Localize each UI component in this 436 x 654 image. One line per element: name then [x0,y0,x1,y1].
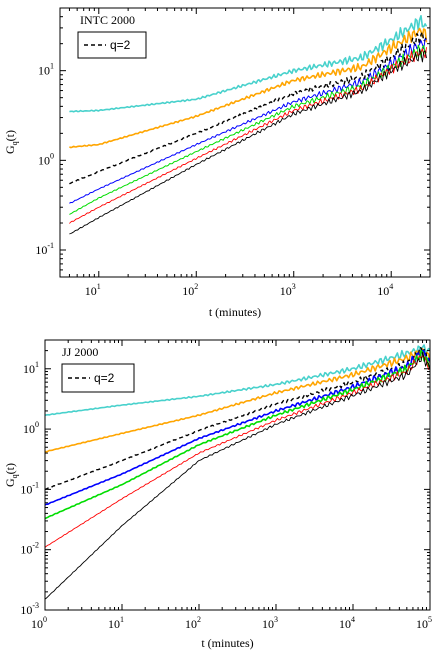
y-axis-label: Gq(t) [3,130,19,154]
x-tick-label: 102 [185,615,201,631]
series-line [69,15,428,113]
series-line [69,38,427,204]
x-axis-label: t (minutes) [209,305,261,319]
legend-label: q=2 [110,38,131,52]
y-tick-label: 100 [38,151,54,167]
series-group [69,15,428,235]
series-line [69,48,427,235]
chart-panel-1: 101 102 103 104 10-1 100 101 t (minutes) Gq(t) IN… [3,7,431,319]
x-axis-label: t (minutes) [201,636,253,650]
series-line [45,351,430,600]
series-line [45,348,430,453]
series-line [69,47,427,224]
series-line [45,346,430,491]
chart-panel-2: 100 101 102 103 104 105 10-3 10-2 10-1 100 101 t (m… [3,339,432,650]
x-tick-label: 103 [262,615,278,631]
x-tick-label: 101 [85,282,101,298]
series-line [45,355,430,548]
y-axis-label: Gq(t) [3,463,19,487]
series-line [45,349,430,520]
y-tick-label: 10-1 [20,480,39,496]
legend: q=2 [77,31,147,59]
legend: q=2 [61,363,135,393]
series-line [69,27,428,149]
legend-box [61,363,135,393]
x-tick-label: 105 [416,615,432,631]
series-line [69,31,428,185]
series-line [69,44,427,215]
legend-label: q=2 [94,371,115,385]
plot-frame [44,339,431,611]
series-group [45,344,430,600]
y-tick-label: 10-3 [20,601,39,617]
x-tick-label: 102 [182,282,198,298]
x-tick-label: 103 [280,282,296,298]
y-tick-label: 101 [38,62,54,78]
plot-frame [59,7,431,278]
y-tick-label: 100 [23,420,39,436]
x-tick-label: 104 [339,615,355,631]
y-tick-label: 10-1 [35,241,54,257]
x-tick-label: 101 [108,615,124,631]
x-tick-label: 100 [31,615,47,631]
chart-title: INTC 2000 [80,13,135,27]
x-tick-label: 104 [377,282,393,298]
legend-box [77,31,147,59]
y-tick-label: 10-2 [20,541,39,557]
y-tick-label: 101 [23,360,39,376]
series-line [45,344,430,416]
chart-title: JJ 2000 [62,345,98,359]
